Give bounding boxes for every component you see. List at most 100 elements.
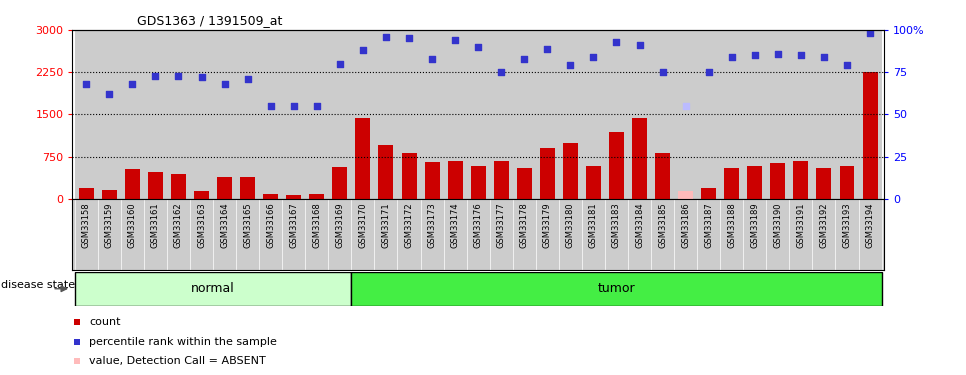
Text: GSM33194: GSM33194 — [866, 202, 874, 248]
Bar — [74, 272, 352, 306]
Bar — [98, 30, 121, 199]
Point — [240, 76, 255, 82]
Text: percentile rank within the sample: percentile rank within the sample — [90, 337, 277, 346]
Point — [332, 61, 348, 67]
Bar — [721, 30, 743, 199]
Bar — [470, 166, 486, 199]
Bar — [563, 142, 578, 199]
Bar — [655, 153, 670, 199]
Bar — [859, 30, 882, 199]
Bar — [397, 30, 420, 199]
Text: GSM33163: GSM33163 — [197, 202, 206, 248]
Bar — [632, 118, 647, 199]
Bar — [144, 30, 167, 199]
Bar — [724, 168, 739, 199]
Point — [424, 56, 440, 62]
Bar — [241, 177, 255, 199]
Bar — [697, 30, 721, 199]
Text: GSM33174: GSM33174 — [450, 202, 460, 248]
Point — [540, 46, 555, 52]
Bar — [259, 30, 282, 199]
Bar — [125, 169, 140, 199]
Point — [309, 103, 325, 109]
Bar — [309, 194, 325, 199]
Point — [655, 69, 670, 75]
Point — [770, 51, 785, 57]
Bar — [79, 188, 94, 199]
Point — [609, 39, 624, 45]
Bar — [148, 172, 163, 199]
Text: GDS1363 / 1391509_at: GDS1363 / 1391509_at — [137, 15, 283, 27]
Text: GSM33186: GSM33186 — [681, 202, 690, 248]
Bar — [286, 195, 301, 199]
Bar — [328, 30, 352, 199]
Text: GSM33158: GSM33158 — [82, 202, 91, 248]
Text: count: count — [90, 317, 121, 327]
Bar — [167, 30, 190, 199]
Text: GSM33184: GSM33184 — [635, 202, 644, 248]
Point — [562, 62, 578, 68]
Point — [379, 34, 394, 40]
Bar — [766, 30, 789, 199]
Bar — [236, 30, 259, 199]
Bar — [536, 30, 559, 199]
Bar — [213, 30, 236, 199]
Bar — [863, 72, 877, 199]
Bar — [194, 191, 209, 199]
Text: GSM33188: GSM33188 — [727, 202, 736, 248]
Bar — [789, 30, 812, 199]
Point — [447, 37, 463, 43]
Bar — [793, 160, 809, 199]
Text: GSM33172: GSM33172 — [405, 202, 413, 248]
Bar — [628, 30, 651, 199]
Bar — [402, 153, 416, 199]
Bar — [678, 191, 694, 199]
Bar — [171, 174, 186, 199]
Point — [517, 56, 532, 62]
Text: GSM33162: GSM33162 — [174, 202, 183, 248]
Text: GSM33178: GSM33178 — [520, 202, 528, 248]
Point — [286, 103, 301, 109]
Text: GSM33165: GSM33165 — [243, 202, 252, 248]
Point — [632, 42, 647, 48]
Text: GSM33177: GSM33177 — [497, 202, 506, 248]
Bar — [263, 194, 278, 199]
Bar — [559, 30, 582, 199]
Point — [263, 103, 278, 109]
Bar — [605, 30, 628, 199]
Bar — [121, 30, 144, 199]
Point — [101, 91, 117, 97]
Bar — [332, 167, 348, 199]
Bar — [447, 161, 463, 199]
Point — [70, 319, 85, 325]
Text: GSM33173: GSM33173 — [428, 202, 437, 248]
Bar — [355, 118, 370, 199]
Text: GSM33169: GSM33169 — [335, 202, 344, 248]
Bar — [816, 168, 832, 199]
Point — [724, 54, 740, 60]
Text: tumor: tumor — [598, 282, 636, 295]
Text: GSM33170: GSM33170 — [358, 202, 367, 248]
Point — [494, 69, 509, 75]
Bar — [467, 30, 490, 199]
Point — [401, 36, 416, 42]
Bar — [836, 30, 859, 199]
Bar — [425, 162, 440, 199]
Bar — [651, 30, 674, 199]
Bar — [494, 161, 509, 199]
Bar — [609, 132, 624, 199]
Point — [678, 103, 694, 109]
Text: GSM33192: GSM33192 — [819, 202, 829, 248]
Bar — [513, 30, 536, 199]
Text: GSM33164: GSM33164 — [220, 202, 229, 248]
Text: GSM33161: GSM33161 — [151, 202, 160, 248]
Bar — [190, 30, 213, 199]
Bar — [517, 168, 531, 199]
Text: GSM33171: GSM33171 — [382, 202, 390, 248]
Text: GSM33160: GSM33160 — [128, 202, 137, 248]
Bar — [674, 30, 697, 199]
Point — [355, 47, 371, 53]
Text: GSM33179: GSM33179 — [543, 202, 552, 248]
Bar — [540, 148, 554, 199]
Text: GSM33190: GSM33190 — [774, 202, 782, 248]
